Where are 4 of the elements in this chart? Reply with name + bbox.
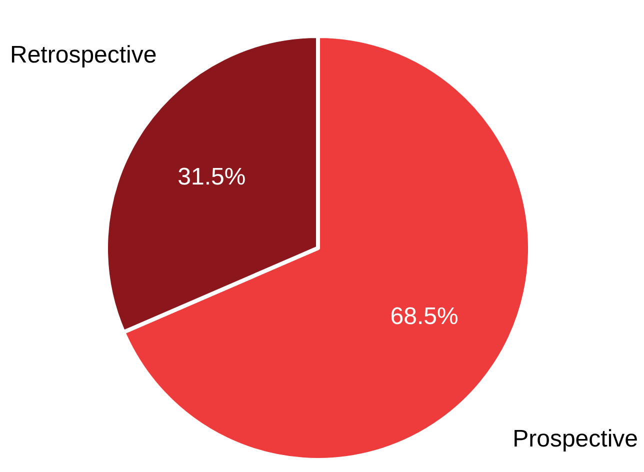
slice-label: Prospective	[512, 425, 638, 452]
slice-label: Retrospective	[10, 41, 157, 68]
data-label: 68.5%	[390, 303, 458, 330]
data-label: 31.5%	[178, 164, 246, 191]
